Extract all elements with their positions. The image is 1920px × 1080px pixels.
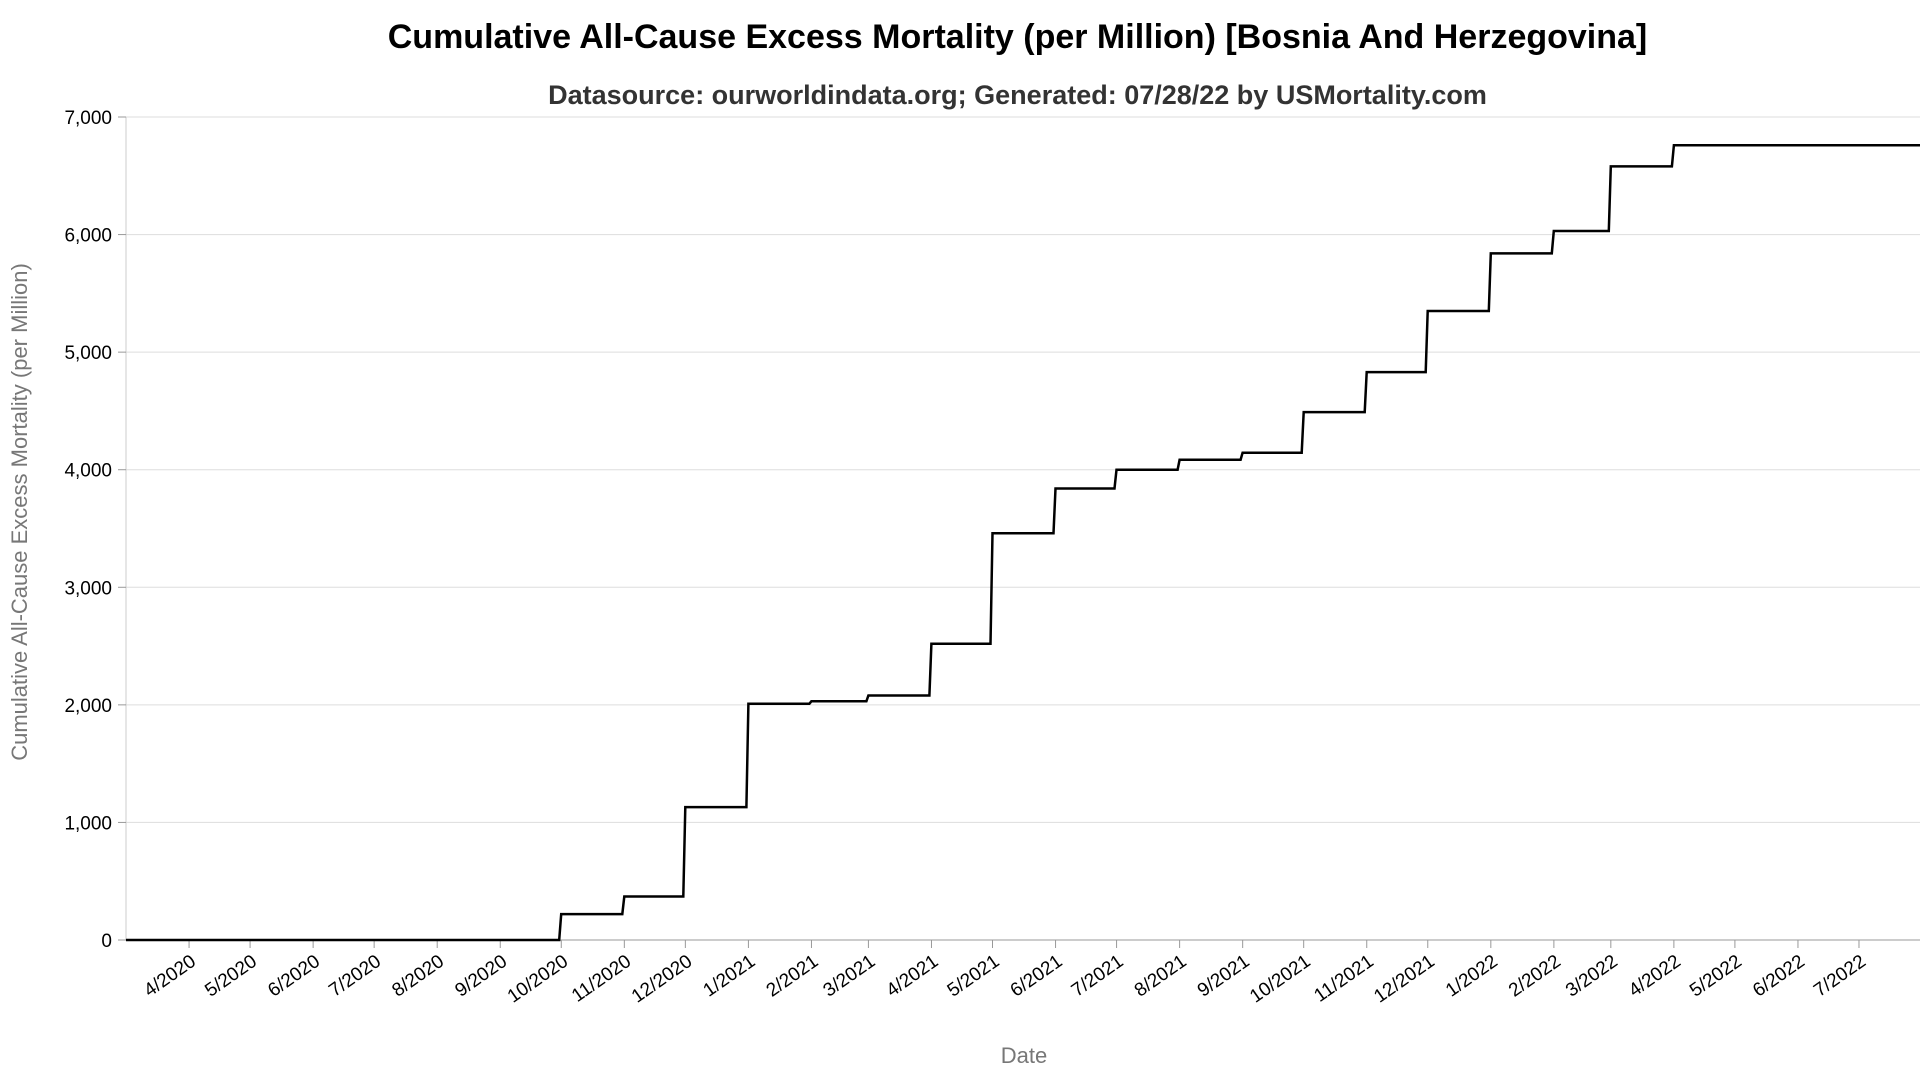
x-tick-label: 6/2020 xyxy=(264,951,324,1002)
y-tick-label: 3,000 xyxy=(64,578,112,599)
series-layer xyxy=(126,143,1920,942)
x-tick-label: 7/2022 xyxy=(1810,951,1870,1002)
grid-lines xyxy=(126,116,1920,823)
axes xyxy=(125,117,1920,941)
x-tick-label: 6/2022 xyxy=(1749,951,1809,1002)
chart-subtitle: Datasource: ourworldindata.org; Generate… xyxy=(548,80,1487,110)
y-axis-ticks: 0 1,000 2,000 3,000 4,000 5,000 6,000 7,000 xyxy=(64,108,126,952)
x-tick-label: 11/2020 xyxy=(568,951,635,1007)
x-tick-label: 10/2021 xyxy=(1246,951,1314,1008)
x-tick-label: 1/2021 xyxy=(700,951,760,1002)
x-axis-ticks: 4/2020 5/2020 6/2020 7/2020 8/2020 9/202010/2… xyxy=(140,940,1870,1007)
x-tick-label: 3/2022 xyxy=(1562,951,1622,1002)
x-tick-label: 5/2020 xyxy=(201,951,261,1002)
y-tick-label: 4,000 xyxy=(64,461,112,482)
x-axis-title: Date xyxy=(1001,1043,1047,1068)
x-tick-label: 5/2021 xyxy=(944,951,1004,1002)
x-tick-label: 3/2021 xyxy=(820,951,880,1002)
y-tick-label: 2,000 xyxy=(64,696,112,717)
series-line xyxy=(126,143,1920,942)
y-tick-label: 5,000 xyxy=(64,343,112,364)
x-tick-label: 8/2020 xyxy=(388,951,448,1002)
x-tick-label: 6/2021 xyxy=(1007,951,1067,1002)
x-tick-label: 10/2020 xyxy=(504,951,572,1008)
x-tick-label: 2/2022 xyxy=(1505,951,1565,1002)
y-tick-label: 0 xyxy=(101,931,112,952)
x-tick-label: 7/2020 xyxy=(325,951,385,1002)
x-tick-label: 2/2021 xyxy=(763,951,823,1002)
x-tick-label: 8/2021 xyxy=(1131,951,1191,1002)
y-tick-label: 7,000 xyxy=(64,108,112,129)
x-tick-label: 12/2021 xyxy=(1370,951,1438,1008)
x-tick-label: 7/2021 xyxy=(1068,951,1128,1002)
y-tick-label: 1,000 xyxy=(64,813,112,834)
x-tick-label: 4/2021 xyxy=(883,951,943,1002)
y-axis-title: Cumulative All-Cause Excess Mortality (p… xyxy=(7,263,32,761)
x-tick-label: 1/2022 xyxy=(1442,951,1502,1002)
y-tick-label: 6,000 xyxy=(64,226,112,247)
chart-title: Cumulative All-Cause Excess Mortality (p… xyxy=(387,18,1648,56)
x-tick-label: 12/2020 xyxy=(628,951,696,1008)
x-tick-label: 9/2020 xyxy=(451,951,511,1002)
x-tick-label: 11/2021 xyxy=(1310,951,1377,1007)
x-tick-label: 4/2020 xyxy=(140,951,200,1002)
x-tick-label: 5/2022 xyxy=(1686,951,1746,1002)
x-tick-label: 9/2021 xyxy=(1194,951,1254,1002)
x-tick-label: 4/2022 xyxy=(1625,951,1685,1002)
